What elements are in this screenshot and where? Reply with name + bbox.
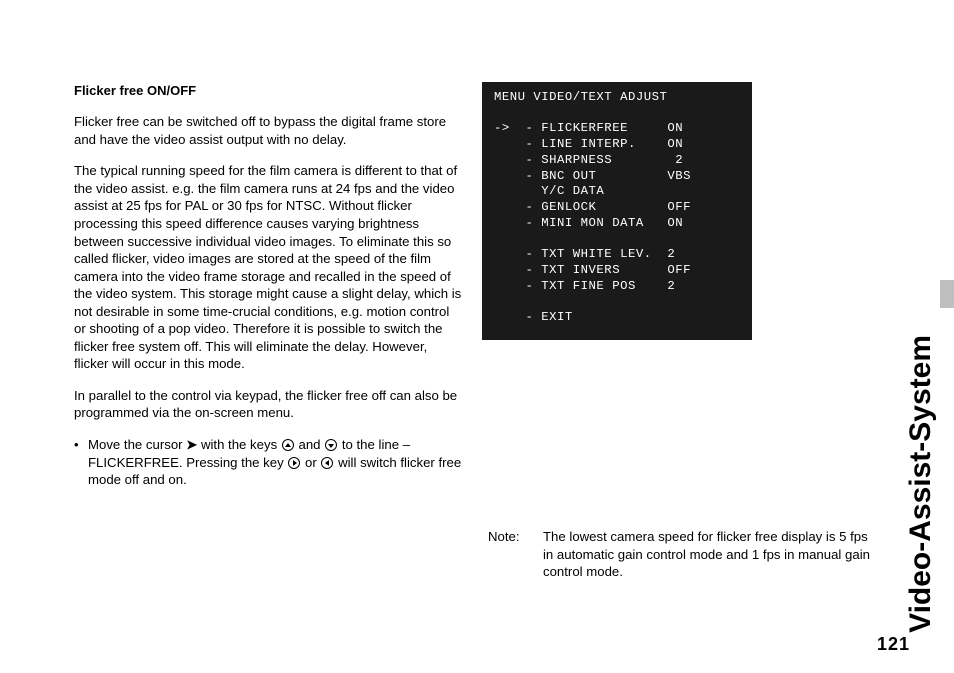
paragraph-3: In parallel to the control via keypad, t… bbox=[74, 387, 464, 422]
bullet-item: • Move the cursor ➤ with the keys and to… bbox=[74, 436, 464, 489]
chapter-side-tab: Video-Assist-System bbox=[903, 60, 939, 633]
paragraph-2: The typical running speed for the film c… bbox=[74, 162, 464, 373]
menu-line: - EXIT bbox=[494, 310, 573, 324]
note-block: Note: The lowest camera speed for flicke… bbox=[488, 528, 878, 581]
menu-line: - TXT FINE POS 2 bbox=[494, 279, 675, 293]
menu-line: - MINI MON DATA ON bbox=[494, 216, 683, 230]
menu-line: -> - FLICKERFREE ON bbox=[494, 121, 683, 135]
bullet-text: Move the cursor ➤ with the keys and to t… bbox=[88, 436, 464, 489]
key-down-icon bbox=[325, 439, 337, 451]
paragraph-1: Flicker free can be switched off to bypa… bbox=[74, 113, 464, 148]
menu-line: - GENLOCK OFF bbox=[494, 200, 691, 214]
left-column: Flicker free ON/OFF Flicker free can be … bbox=[74, 82, 464, 581]
note-label: Note: bbox=[488, 528, 543, 581]
chapter-title-vertical: Video-Assist-System bbox=[904, 335, 938, 633]
menu-line: - BNC OUT VBS bbox=[494, 169, 691, 183]
two-column-layout: Flicker free ON/OFF Flicker free can be … bbox=[74, 82, 914, 581]
edge-index-marker bbox=[940, 280, 954, 308]
bullet-text-mid1: with the keys bbox=[197, 437, 281, 452]
right-column: MENU VIDEO/TEXT ADJUST -> - FLICKERFREE … bbox=[488, 82, 878, 581]
note-text: The lowest camera speed for flicker free… bbox=[543, 528, 878, 581]
page-number: 121 bbox=[877, 634, 910, 655]
key-up-icon bbox=[282, 439, 294, 451]
osd-menu-screenshot: MENU VIDEO/TEXT ADJUST -> - FLICKERFREE … bbox=[482, 82, 752, 340]
key-right-icon bbox=[288, 457, 300, 469]
bullet-text-pre: Move the cursor bbox=[88, 437, 186, 452]
bullet-marker: • bbox=[74, 436, 88, 489]
section-heading: Flicker free ON/OFF bbox=[74, 82, 464, 99]
cursor-icon: ➤ bbox=[186, 437, 197, 452]
menu-line: - LINE INTERP. ON bbox=[494, 137, 683, 151]
manual-page: Flicker free ON/OFF Flicker free can be … bbox=[0, 0, 954, 673]
menu-title: MENU VIDEO/TEXT ADJUST bbox=[494, 90, 667, 104]
menu-line: - SHARPNESS 2 bbox=[494, 153, 683, 167]
key-left-icon bbox=[321, 457, 333, 469]
bullet-text-mid4: or bbox=[301, 455, 320, 470]
menu-line: - TXT WHITE LEV. 2 bbox=[494, 247, 675, 261]
menu-line: Y/C DATA bbox=[494, 184, 604, 198]
bullet-text-mid2: and bbox=[295, 437, 324, 452]
menu-line: - TXT INVERS OFF bbox=[494, 263, 691, 277]
